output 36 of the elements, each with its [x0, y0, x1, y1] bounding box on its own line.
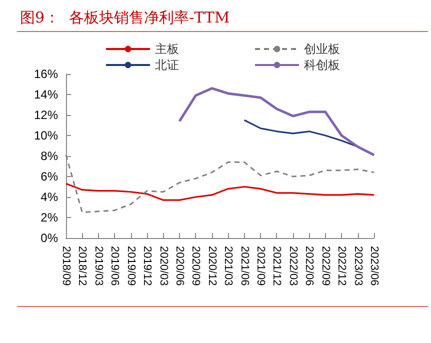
x-tick-label: 2022/06	[303, 246, 316, 286]
legend-label: 创业板	[304, 42, 340, 56]
y-tick-label: 14%	[34, 88, 58, 102]
x-tick-label: 2022/09	[319, 246, 332, 286]
x-tick-label: 2019/03	[92, 246, 104, 286]
y-tick-label: 6%	[40, 170, 58, 184]
chart-title: 图9： 各板块销售净利率-TTM	[20, 8, 230, 26]
x-tick-label: 2020/06	[173, 246, 186, 286]
legend-label: 科创板	[304, 58, 340, 72]
y-tick-label: 8%	[40, 149, 58, 163]
line-series	[178, 87, 376, 156]
x-tick-label: 2018/12	[76, 246, 88, 286]
x-tick-label: 2023/06	[368, 246, 380, 286]
x-tick-label: 2021/12	[270, 246, 283, 286]
x-tick-label: 2021/03	[222, 246, 234, 286]
y-tick-label: 16%	[34, 67, 58, 81]
y-tick-label: 2%	[40, 210, 58, 224]
x-tick-label: 2019/09	[124, 246, 137, 286]
x-tick-label: 2021/06	[238, 246, 250, 286]
x-tick-label: 2022/12	[336, 246, 348, 286]
x-tick-label: 2019/06	[108, 246, 121, 286]
y-tick-label: 12%	[34, 108, 58, 122]
x-tick-label: 2018/09	[60, 246, 72, 286]
y-tick-label: 0%	[40, 231, 58, 245]
x-tick-label: 2020/12	[206, 246, 218, 286]
x-tick-label: 2023/03	[352, 246, 364, 286]
y-tick-label: 4%	[40, 190, 58, 204]
x-tick-label: 2020/09	[190, 246, 202, 286]
line-series	[65, 182, 375, 201]
legend-label: 主板	[155, 42, 179, 56]
legend-label: 北证	[155, 58, 179, 72]
x-tick-label: 2020/03	[157, 246, 170, 286]
y-tick-label: 10%	[34, 128, 58, 142]
x-tick-label: 2022/03	[286, 246, 299, 286]
x-tick-label: 2021/09	[254, 246, 267, 286]
x-tick-label: 2019/12	[141, 246, 154, 286]
